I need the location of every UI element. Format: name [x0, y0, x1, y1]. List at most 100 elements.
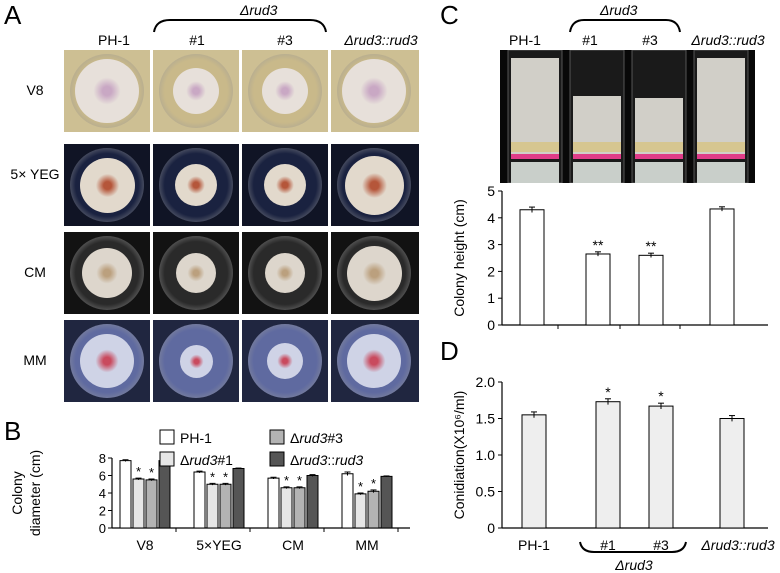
significance-mark: * [149, 465, 154, 480]
pigment-band [697, 154, 745, 159]
panel-a-group-label: Δrud3 [240, 2, 278, 18]
x-tick-label: PH-1 [518, 537, 550, 553]
panel-a-row-label: V8 [26, 82, 44, 98]
petri-dish-photo [153, 50, 239, 132]
panel-c-chart: 0 1 2 3 4 5 Colony height (cm) ** ** [451, 183, 768, 333]
panel-a-col-3: #3 [277, 32, 293, 48]
panel-letter-c: C [440, 0, 459, 30]
panel-c-col-1: #1 [582, 32, 598, 48]
y-tick-label: 3 [487, 237, 495, 253]
y-axis-label: Conidiation(X10⁶/ml) [451, 391, 467, 520]
bar-PH-1 [519, 209, 545, 326]
significance-mark: * [210, 469, 215, 484]
significance-mark: ** [593, 237, 604, 253]
panel-a-col-1: #1 [189, 32, 205, 48]
petri-dish-photo [64, 144, 150, 226]
petri-dish-photo [331, 144, 419, 226]
petri-dish-photo [153, 144, 239, 226]
x-tick-label: #1 [600, 537, 616, 553]
tube-base [635, 162, 683, 183]
petri-dish-photo [153, 232, 239, 314]
bar-#1 [595, 401, 621, 529]
tube-base [697, 162, 745, 183]
significance-mark: * [371, 476, 376, 491]
tube-base [511, 162, 559, 183]
panel-c-tubes-photo [500, 50, 755, 183]
y-tick-label: 2.0 [476, 374, 496, 390]
petri-dish-photo [331, 50, 419, 132]
panel-a-group-bracket [153, 19, 327, 33]
y-tick-label: 2 [487, 263, 495, 279]
legend-label: Δrud3#1 [180, 452, 233, 468]
petri-dish-photo [64, 50, 150, 132]
bar-CM-PH-1 [267, 477, 280, 529]
bar-V8-PH-1 [119, 460, 132, 529]
panel-letter-b: B [4, 416, 22, 446]
bar-V8-Δrud3#1 [132, 478, 145, 529]
y-axis-label: Colony [9, 471, 25, 515]
panel-a-row-label: 5× YEG [10, 166, 60, 182]
significance-mark: ** [646, 238, 657, 254]
bar-MM-Δrud3::rud3 [380, 475, 393, 529]
legend-label: Δrud3::rud3 [290, 452, 363, 468]
x-tick-label: V8 [136, 537, 153, 553]
x-tick-label: MM [355, 537, 378, 553]
bar-5×YEG-Δrud3#3 [219, 483, 232, 529]
petri-dish-photo [331, 232, 419, 314]
significance-mark: * [297, 473, 302, 488]
mycelium-growth [697, 58, 745, 156]
significance-mark: * [223, 469, 228, 484]
significance-mark: * [358, 479, 363, 494]
petri-dish-photo [242, 232, 328, 314]
panel-c-col-ph1: PH-1 [509, 32, 541, 48]
bar-5×YEG-Δrud3#1 [206, 483, 219, 529]
bar-#3 [648, 405, 674, 529]
bar-CM-Δrud3#3 [293, 487, 306, 529]
significance-mark: * [605, 384, 611, 400]
bar-MM-Δrud3#3 [367, 490, 380, 529]
pigment-band [573, 154, 621, 159]
y-tick-label: 0 [487, 520, 495, 536]
agar-layer [511, 142, 559, 152]
significance-mark: * [658, 388, 664, 404]
legend-label: PH-1 [180, 430, 212, 446]
y-tick-label: 4 [99, 486, 106, 501]
bar-Δrud3::rud3 [709, 208, 735, 326]
mycelium-growth [511, 58, 559, 156]
bar-V8-Δrud3::rud3 [158, 460, 171, 529]
panel-b-chart: Colony diameter (cm) 0 2 4 6 8 * * V8 * * 5×YEG * * CM *… [9, 429, 410, 553]
petri-dish-photo [242, 320, 328, 402]
y-tick-label: 8 [99, 451, 106, 466]
bar-5×YEG-PH-1 [193, 471, 206, 529]
panel-letter-d: D [440, 336, 459, 366]
y-tick-label: 0.5 [476, 484, 496, 500]
petri-dish-photo [64, 232, 150, 314]
bar-V8-Δrud3#3 [145, 479, 158, 529]
x-tick-label: 5×YEG [196, 537, 242, 553]
panel-c-group-label: Δrud3 [600, 2, 638, 18]
y-tick-label: 1 [487, 290, 495, 306]
panel-a-col-complement: Δrud3::rud3 [344, 32, 418, 48]
group-bracket [579, 541, 687, 553]
legend-swatch [269, 429, 285, 445]
bar-5×YEG-Δrud3::rud3 [232, 468, 245, 529]
y-axis-label: diameter (cm) [27, 450, 43, 536]
y-tick-label: 6 [99, 469, 106, 484]
y-tick-label: 1.5 [476, 411, 496, 427]
y-tick-label: 2 [99, 504, 106, 519]
pigment-band [511, 154, 559, 159]
bar-MM-PH-1 [341, 473, 354, 529]
group-label: Δrud3 [614, 557, 653, 573]
significance-mark: * [136, 464, 141, 479]
y-tick-label: 1.0 [476, 447, 496, 463]
petri-dish-photo [331, 320, 419, 402]
y-tick-label: 4 [487, 210, 495, 226]
x-tick-label: #3 [653, 537, 669, 553]
legend-swatch [159, 429, 175, 445]
agar-layer [573, 142, 621, 152]
significance-mark: * [284, 473, 289, 488]
y-tick-label: 5 [487, 183, 495, 199]
petri-dish-photo [153, 320, 239, 402]
bar-PH-1 [521, 414, 547, 529]
panel-a-row-label: CM [24, 264, 46, 280]
